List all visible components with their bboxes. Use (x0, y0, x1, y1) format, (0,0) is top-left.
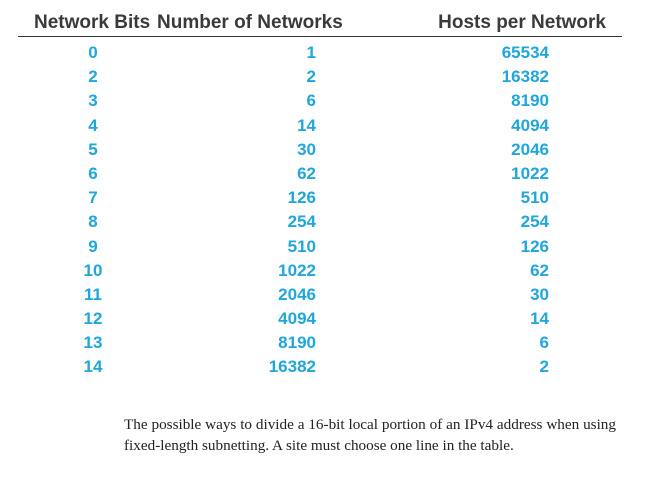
table-row: 5 30 2046 (18, 138, 622, 162)
header-number-of-networks: Number of Networks (157, 12, 343, 33)
cell-hosts-per-network: 4094 (511, 115, 549, 135)
table-row: 14 16382 2 (18, 355, 622, 379)
cell-number-of-networks: 126 (287, 188, 316, 208)
cell-hosts-per-network: 65534 (501, 43, 549, 62)
cell-hosts-per-network: 510 (520, 188, 549, 208)
table-row: 0 1 65534 (18, 41, 622, 65)
cell-network-bits: 7 (88, 188, 98, 208)
cell-network-bits: 6 (88, 163, 98, 183)
cell-network-bits: 5 (88, 139, 98, 159)
table-row: 13 8190 6 (18, 331, 622, 355)
cell-network-bits: 0 (88, 43, 98, 62)
cell-hosts-per-network: 2 (539, 357, 549, 377)
table-body: 0 1 65534 2 2 16382 3 6 8190 4 14 4094 5… (18, 41, 622, 380)
cell-number-of-networks: 2 (306, 67, 316, 87)
cell-network-bits: 8 (88, 212, 98, 232)
cell-hosts-per-network: 62 (530, 260, 549, 280)
cell-hosts-per-network: 16382 (501, 67, 549, 87)
cell-network-bits: 12 (83, 309, 103, 329)
cell-number-of-networks: 62 (297, 163, 316, 183)
cell-number-of-networks: 14 (297, 115, 316, 135)
cell-number-of-networks: 16382 (268, 357, 316, 377)
header-network-bits: Network Bits (34, 12, 151, 33)
cell-hosts-per-network: 254 (520, 212, 549, 232)
cell-network-bits: 3 (88, 91, 98, 111)
table-row: 2 2 16382 (18, 65, 622, 89)
cell-network-bits: 9 (88, 236, 98, 256)
cell-hosts-per-network: 1022 (511, 163, 549, 183)
subnet-table: Network Bits Number of Networks Hosts pe… (18, 10, 622, 380)
table-row: 6 62 1022 (18, 162, 622, 186)
cell-number-of-networks: 254 (287, 212, 316, 232)
cell-hosts-per-network: 6 (539, 333, 549, 353)
cell-hosts-per-network: 126 (520, 236, 549, 256)
cell-number-of-networks: 4094 (278, 309, 316, 329)
table-header-row: Network Bits Number of Networks Hosts pe… (18, 10, 622, 37)
cell-network-bits: 4 (88, 115, 98, 135)
table-row: 12 4094 14 (18, 307, 622, 331)
cell-hosts-per-network: 2046 (511, 139, 549, 159)
cell-number-of-networks: 510 (287, 236, 316, 256)
cell-number-of-networks: 1022 (278, 260, 316, 280)
table-row: 3 6 8190 (18, 89, 622, 113)
cell-network-bits: 2 (88, 67, 98, 87)
cell-network-bits: 11 (84, 284, 102, 304)
cell-number-of-networks: 30 (297, 139, 316, 159)
cell-number-of-networks: 8190 (278, 333, 316, 353)
cell-network-bits: 13 (83, 333, 103, 353)
cell-hosts-per-network: 30 (530, 284, 549, 304)
cell-hosts-per-network: 8190 (511, 91, 549, 111)
table-row: 8 254 254 (18, 210, 622, 234)
table-row: 7 126 510 (18, 186, 622, 210)
table-caption: The possible ways to divide a 16-bit loc… (124, 416, 616, 455)
table-row: 11 2046 30 (18, 283, 622, 307)
cell-number-of-networks: 6 (306, 91, 316, 111)
cell-number-of-networks: 1 (306, 43, 316, 62)
cell-network-bits: 10 (83, 260, 103, 280)
table-row: 9 510 126 (18, 235, 622, 259)
cell-network-bits: 14 (83, 357, 103, 377)
table-row: 4 14 4094 (18, 114, 622, 138)
cell-hosts-per-network: 14 (530, 309, 549, 329)
table-row: 10 1022 62 (18, 259, 622, 283)
header-hosts-per-network: Hosts per Network (438, 12, 606, 33)
cell-number-of-networks: 2046 (278, 284, 316, 304)
